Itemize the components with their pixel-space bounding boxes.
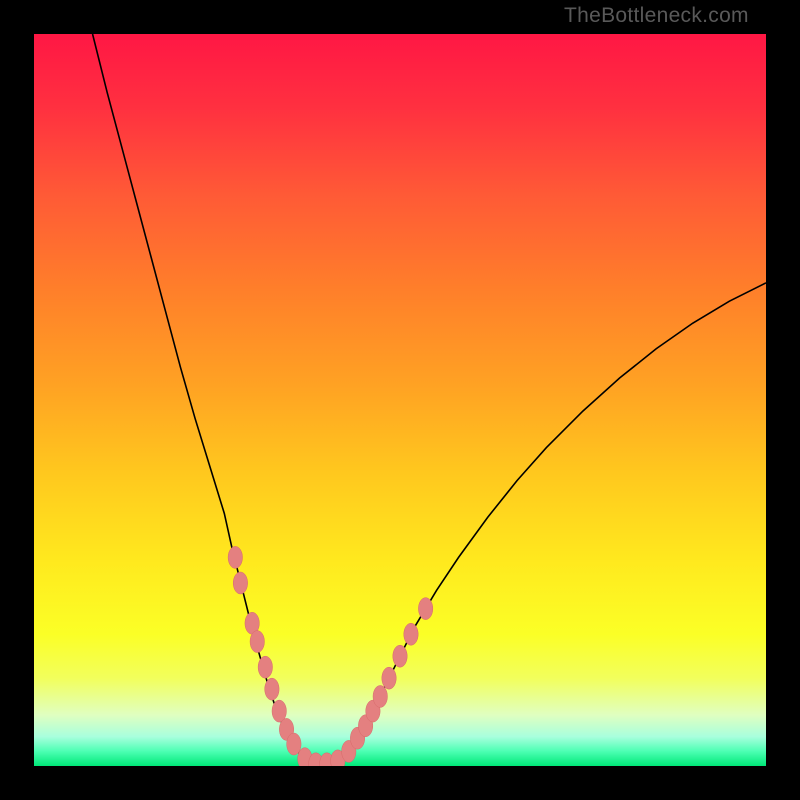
data-marker — [250, 631, 264, 653]
data-marker — [373, 685, 387, 707]
data-marker — [418, 598, 432, 620]
data-marker — [382, 667, 396, 689]
data-marker — [393, 645, 407, 667]
data-marker — [287, 733, 301, 755]
bottleneck-curve — [93, 34, 766, 764]
plot-area — [34, 34, 766, 766]
data-marker — [258, 656, 272, 678]
curve-layer — [34, 34, 766, 766]
data-marker — [404, 623, 418, 645]
chart-container: TheBottleneck.com — [0, 0, 800, 800]
watermark-text: TheBottleneck.com — [564, 4, 749, 28]
data-marker — [265, 678, 279, 700]
data-marker — [233, 572, 247, 594]
data-marker — [228, 546, 242, 568]
